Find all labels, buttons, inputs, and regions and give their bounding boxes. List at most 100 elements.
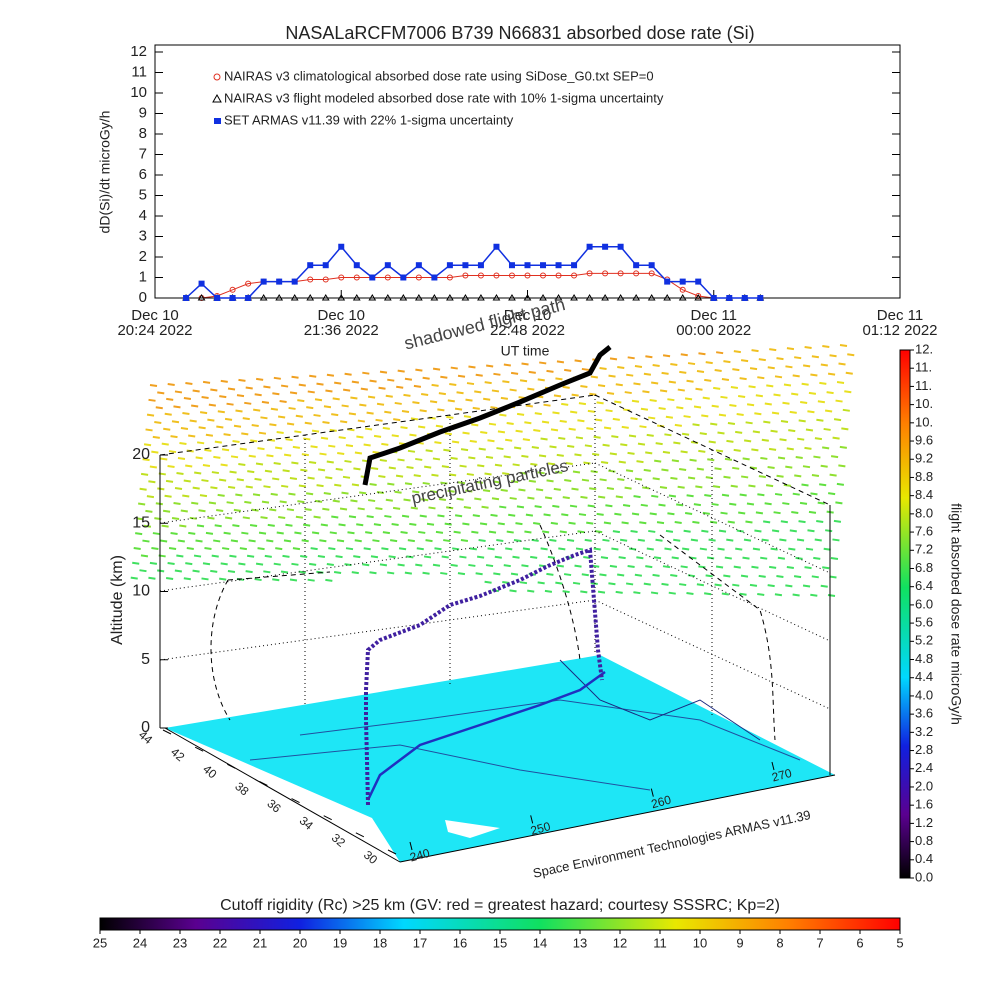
dose-dash: [506, 530, 514, 534]
data-point: [446, 274, 453, 281]
dose-dash: [344, 459, 352, 463]
dose-dash: [844, 390, 852, 394]
dose-dash: [394, 490, 402, 494]
dose-dash: [264, 469, 273, 473]
dose-dash: [351, 483, 360, 487]
data-point: [585, 294, 594, 301]
dose-dash: [625, 469, 634, 473]
data-point: [431, 274, 438, 281]
dose-dash: [437, 408, 445, 412]
dose-dash: [313, 515, 321, 519]
dose-dash: [832, 538, 840, 542]
dose-dash: [634, 573, 643, 577]
dose-dash: [720, 395, 728, 399]
dose-dash: [575, 436, 584, 440]
data-point: [322, 276, 329, 283]
dose-dash: [309, 562, 317, 566]
dose-dash: [633, 495, 641, 499]
dose-dash: [149, 384, 158, 387]
dose-dash: [256, 377, 264, 381]
dose-dash: [823, 427, 831, 431]
dose-dash: [239, 547, 247, 551]
dose-dash: [291, 461, 299, 465]
dose-dash: [570, 410, 578, 414]
dose-dash: [220, 562, 228, 566]
dose-dash: [486, 364, 494, 368]
dose-dash: [410, 417, 419, 421]
dose-dash: [841, 427, 849, 431]
dose-dash: [743, 439, 752, 443]
dose-dash: [769, 348, 777, 352]
wall-grid: [594, 530, 831, 642]
dose-dash: [367, 395, 376, 399]
dose-dash: [456, 497, 464, 501]
dose-dash: [270, 492, 278, 496]
data-point: [369, 274, 376, 281]
dose-dash: [590, 470, 598, 474]
projection-line: [539, 524, 581, 661]
dose-dash: [342, 475, 351, 479]
dose-dash: [690, 538, 699, 542]
dose-dash: [668, 494, 677, 498]
dose-dash: [670, 476, 678, 480]
map-surface: [165, 655, 835, 862]
dose-dash: [468, 563, 476, 567]
data-point: [245, 295, 252, 301]
dose-dash: [334, 483, 342, 487]
colorbar-tick-label: 1.6: [915, 797, 933, 812]
dose-dash: [475, 572, 483, 576]
shadowed-flight-path: [362, 345, 612, 486]
dose-dash: [544, 496, 553, 500]
dose-dash: [151, 450, 159, 454]
dose-dash: [155, 406, 163, 410]
dose-dash: [711, 502, 719, 506]
dose-dash: [221, 448, 230, 452]
dose-dash: [242, 417, 250, 421]
dose-dash: [636, 460, 644, 464]
dose-dash: [366, 411, 374, 415]
dose-dash: [509, 388, 517, 392]
colorbar-tick-label: 8.4: [915, 487, 933, 502]
dose-dash: [281, 484, 289, 488]
y-tick-label: 11: [131, 63, 147, 80]
dose-dash: [617, 365, 625, 369]
dose-dash: [528, 479, 537, 483]
dose-dash: [132, 561, 140, 565]
dose-dash: [205, 531, 214, 535]
dose-dash: [185, 381, 193, 385]
dose-dash: [438, 392, 446, 396]
dose-dash: [478, 447, 486, 451]
dose-dash: [154, 421, 162, 425]
dose-dash: [426, 522, 435, 526]
dose-dash: [238, 562, 246, 566]
dose-dash: [811, 355, 820, 359]
data-point: [353, 262, 360, 269]
dose-dash: [580, 385, 588, 389]
dose-dash: [833, 519, 842, 523]
data-point: [446, 294, 454, 301]
dose-dash: [248, 454, 256, 458]
dose-dash: [810, 593, 818, 597]
data-point: [462, 272, 469, 279]
dose-dash: [192, 389, 200, 393]
dose-dash: [705, 361, 713, 365]
dose-dash: [586, 521, 594, 525]
dose-dash: [832, 436, 840, 440]
dose-dash: [677, 485, 685, 489]
dose-dash: [194, 471, 202, 475]
dose-dash: [792, 593, 800, 597]
colorbar-tick-label: 19: [333, 935, 347, 950]
dose-dash: [171, 420, 180, 424]
dose-dash: [275, 446, 283, 450]
dose-dash: [782, 401, 790, 405]
dose-dash: [590, 582, 598, 586]
dose-dash: [625, 582, 634, 586]
dose-dash: [157, 487, 165, 491]
dose-dash: [603, 426, 612, 430]
dose-dash: [800, 401, 808, 405]
dose-dash: [824, 409, 833, 413]
dose-dash: [686, 379, 694, 383]
dose-dash: [407, 449, 416, 453]
dose-dash: [562, 385, 570, 389]
dose-dash: [344, 372, 352, 376]
